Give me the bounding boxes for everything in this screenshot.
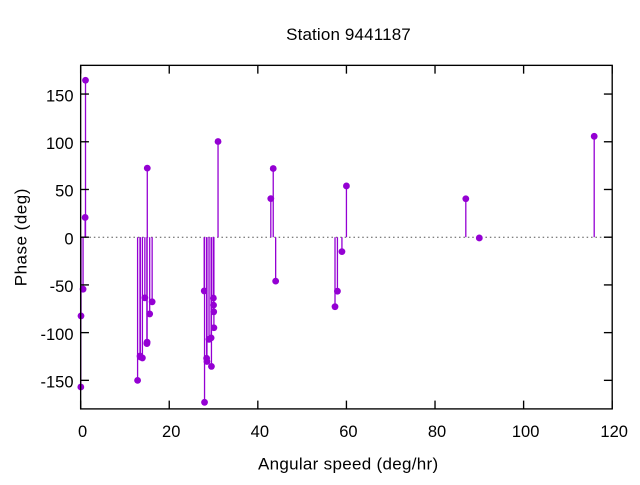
svg-text:120: 120 bbox=[600, 423, 628, 441]
svg-text:-50: -50 bbox=[50, 278, 74, 296]
svg-text:0: 0 bbox=[64, 230, 73, 248]
svg-text:20: 20 bbox=[162, 423, 180, 441]
svg-text:100: 100 bbox=[512, 423, 540, 441]
svg-text:100: 100 bbox=[46, 135, 74, 153]
svg-text:40: 40 bbox=[251, 423, 269, 441]
svg-text:Station 9441187: Station 9441187 bbox=[286, 25, 411, 44]
svg-text:150: 150 bbox=[46, 87, 74, 105]
svg-text:80: 80 bbox=[428, 423, 446, 441]
svg-text:Phase (deg): Phase (deg) bbox=[12, 188, 31, 286]
svg-text:50: 50 bbox=[55, 183, 73, 201]
svg-text:0: 0 bbox=[78, 423, 87, 441]
svg-text:-150: -150 bbox=[40, 374, 73, 392]
svg-text:60: 60 bbox=[339, 423, 357, 441]
svg-text:-100: -100 bbox=[40, 326, 73, 344]
svg-text:Angular speed (deg/hr): Angular speed (deg/hr) bbox=[258, 455, 439, 474]
